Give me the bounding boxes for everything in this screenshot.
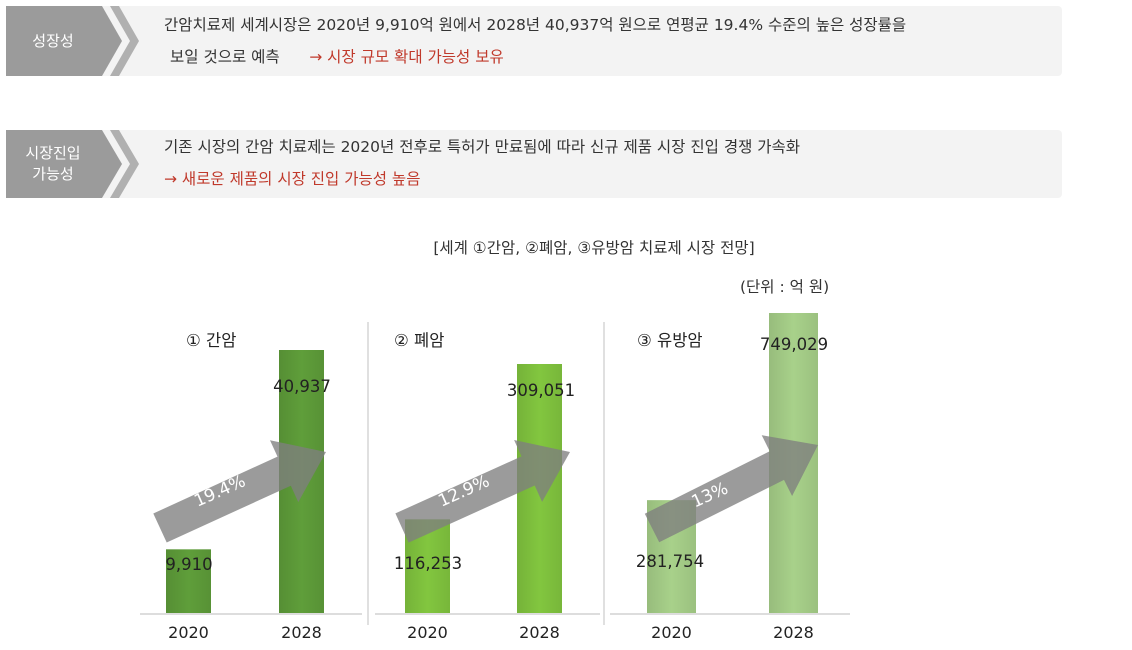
tick-label-2028: 2028 [519, 623, 560, 642]
value-label-2020: 116,253 [394, 554, 462, 573]
bar-shade [166, 549, 211, 613]
chart-title: [세계 ①간암, ②폐암, ③유방암 치료제 시장 전망] [433, 239, 755, 257]
value-label-2020: 9,910 [165, 555, 212, 574]
tick-label-2028: 2028 [773, 623, 814, 642]
chart-unit: (단위 : 억 원) [740, 278, 830, 296]
tag-chevron-icon [6, 130, 139, 198]
panel-title: ② 폐암 [394, 331, 444, 350]
growth-highlight: → 시장 규모 확대 가능성 보유 [309, 48, 504, 66]
value-label-2020: 281,754 [636, 552, 704, 571]
panel-title: ③ 유방암 [637, 331, 703, 350]
growth-arrow-icon [395, 440, 570, 543]
tick-label-2020: 2020 [407, 623, 448, 642]
growth-text: 간암치료제 세계시장은 2020년 9,910억 원에서 2028년 40,93… [164, 9, 1042, 73]
entry-highlight: → 새로운 제품의 시장 진입 가능성 높음 [164, 170, 421, 188]
entry-line-1: 기존 시장의 간암 치료제는 2020년 전후로 특허가 만료됨에 따라 신규 … [164, 138, 801, 156]
value-label-2028: 309,051 [507, 381, 575, 400]
growth-arrow-icon [153, 440, 326, 543]
growth-line-1: 간암치료제 세계시장은 2020년 9,910억 원에서 2028년 40,93… [164, 16, 907, 34]
growth-arrow-icon [644, 435, 818, 543]
growth-tag-label: 성장성 [32, 31, 74, 50]
tick-label-2028: 2028 [281, 623, 322, 642]
growth-row: 성장성 간암치료제 세계시장은 2020년 9,910억 원에서 2028년 4… [6, 6, 1062, 76]
entry-row: 시장진입 가능성 기존 시장의 간암 치료제는 2020년 전후로 특허가 만료… [6, 130, 1062, 198]
entry-text: 기존 시장의 간암 치료제는 2020년 전후로 특허가 만료됨에 따라 신규 … [164, 131, 1042, 195]
panel-title: ① 간암 [186, 331, 236, 350]
growth-line-2-text: 보일 것으로 예측 [170, 48, 280, 66]
value-label-2028: 749,029 [760, 335, 828, 354]
tick-label-2020: 2020 [168, 623, 209, 642]
tag-chevron-icon [6, 6, 139, 76]
value-label-2028: 40,937 [273, 377, 331, 396]
growth-line-2: 보일 것으로 예측 → 시장 규모 확대 가능성 보유 [164, 41, 1042, 73]
entry-tag: 시장진입 가능성 [6, 130, 141, 198]
tick-label-2020: 2020 [651, 623, 692, 642]
entry-tag-label: 시장진입 가능성 [25, 144, 81, 183]
growth-tag: 성장성 [6, 6, 141, 76]
